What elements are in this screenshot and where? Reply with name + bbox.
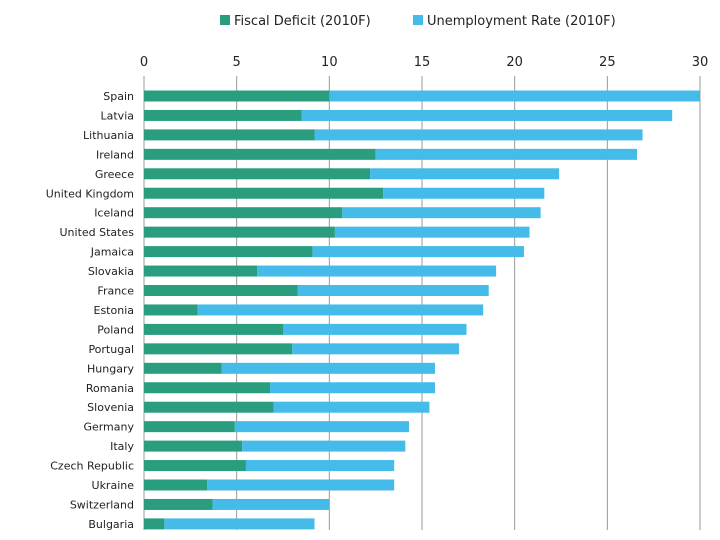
category-label: Poland [97,323,134,336]
x-tick-label: 0 [140,55,148,70]
category-label: Estonia [94,304,135,317]
x-tick-label: 20 [506,55,523,70]
bar-fiscal-deficit-2 [144,129,315,141]
category-label: Jamaica [90,246,134,259]
bar-fiscal-deficit-5 [144,187,384,199]
bar-unemployment-7 [334,226,530,238]
category-label: Germany [83,421,134,434]
bar-unemployment-14 [221,362,435,374]
bar-unemployment-12 [283,323,467,335]
bar-fiscal-deficit-13 [144,343,293,355]
category-label: Switzerland [70,498,134,511]
category-label: Slovenia [87,401,134,414]
category-label: Ukraine [92,479,135,492]
legend-swatch-2 [413,15,423,25]
bar-unemployment-4 [370,168,560,180]
bar-fiscal-deficit-4 [144,168,371,180]
category-label: Hungary [87,362,134,375]
x-tick-label: 10 [321,55,338,70]
bar-fiscal-deficit-15 [144,382,271,394]
category-label: France [97,285,134,298]
bar-fiscal-deficit-8 [144,246,313,258]
bar-unemployment-1 [301,109,673,121]
bar-fiscal-deficit-0 [144,90,330,102]
x-tick-label: 15 [414,55,431,70]
bar-unemployment-20 [207,479,395,491]
category-label: Romania [86,382,134,395]
bar-unemployment-15 [270,382,435,394]
bar-fiscal-deficit-21 [144,498,213,510]
category-label: United States [60,226,135,239]
bar-unemployment-17 [234,421,410,433]
bar-unemployment-9 [257,265,497,277]
bar-fiscal-deficit-14 [144,362,222,374]
bar-unemployment-13 [292,343,460,355]
category-label: Iceland [94,207,134,220]
bar-fiscal-deficit-11 [144,304,198,316]
bar-fiscal-deficit-19 [144,460,246,472]
category-label: Greece [95,168,134,181]
bar-unemployment-11 [197,304,484,316]
bar-unemployment-5 [383,187,545,199]
bar-unemployment-0 [329,90,700,102]
bar-unemployment-19 [245,460,395,472]
bar-fiscal-deficit-20 [144,479,208,491]
x-tick-label: 5 [233,55,241,70]
category-label: Ireland [96,148,134,161]
category-label: Czech Republic [50,460,134,473]
bar-unemployment-10 [297,285,489,296]
bar-fiscal-deficit-12 [144,323,283,335]
category-label: Latvia [101,109,135,122]
bar-unemployment-6 [342,207,541,219]
bar-fiscal-deficit-10 [144,285,298,296]
bar-unemployment-3 [375,148,637,160]
bar-unemployment-8 [312,246,524,258]
bar-fiscal-deficit-6 [144,207,343,219]
bar-fiscal-deficit-7 [144,226,335,238]
legend-label-2: Unemployment Rate (2010F) [427,14,616,29]
legend-label-1: Fiscal Deficit (2010F) [234,14,371,29]
category-label: Lithuania [83,129,134,142]
x-tick-label: 25 [599,55,616,70]
bar-fiscal-deficit-18 [144,440,243,452]
category-label: Italy [110,440,134,453]
bar-fiscal-deficit-16 [144,401,274,413]
bar-unemployment-18 [242,440,406,452]
category-label: Slovakia [88,265,134,278]
bar-unemployment-22 [164,518,315,530]
bar-unemployment-2 [314,129,643,141]
category-label: United Kingdom [46,187,134,200]
category-label: Spain [103,90,134,103]
bar-fiscal-deficit-3 [144,148,376,160]
legend-swatch-1 [220,15,230,25]
bar-fiscal-deficit-1 [144,109,302,121]
bar-fiscal-deficit-9 [144,265,258,277]
category-label: Portugal [88,343,134,356]
bar-fiscal-deficit-17 [144,421,235,433]
bar-unemployment-16 [273,401,430,413]
x-tick-label: 30 [692,55,709,70]
category-label: Bulgaria [88,518,134,531]
bar-fiscal-deficit-22 [144,518,165,530]
bar-unemployment-21 [212,498,330,510]
